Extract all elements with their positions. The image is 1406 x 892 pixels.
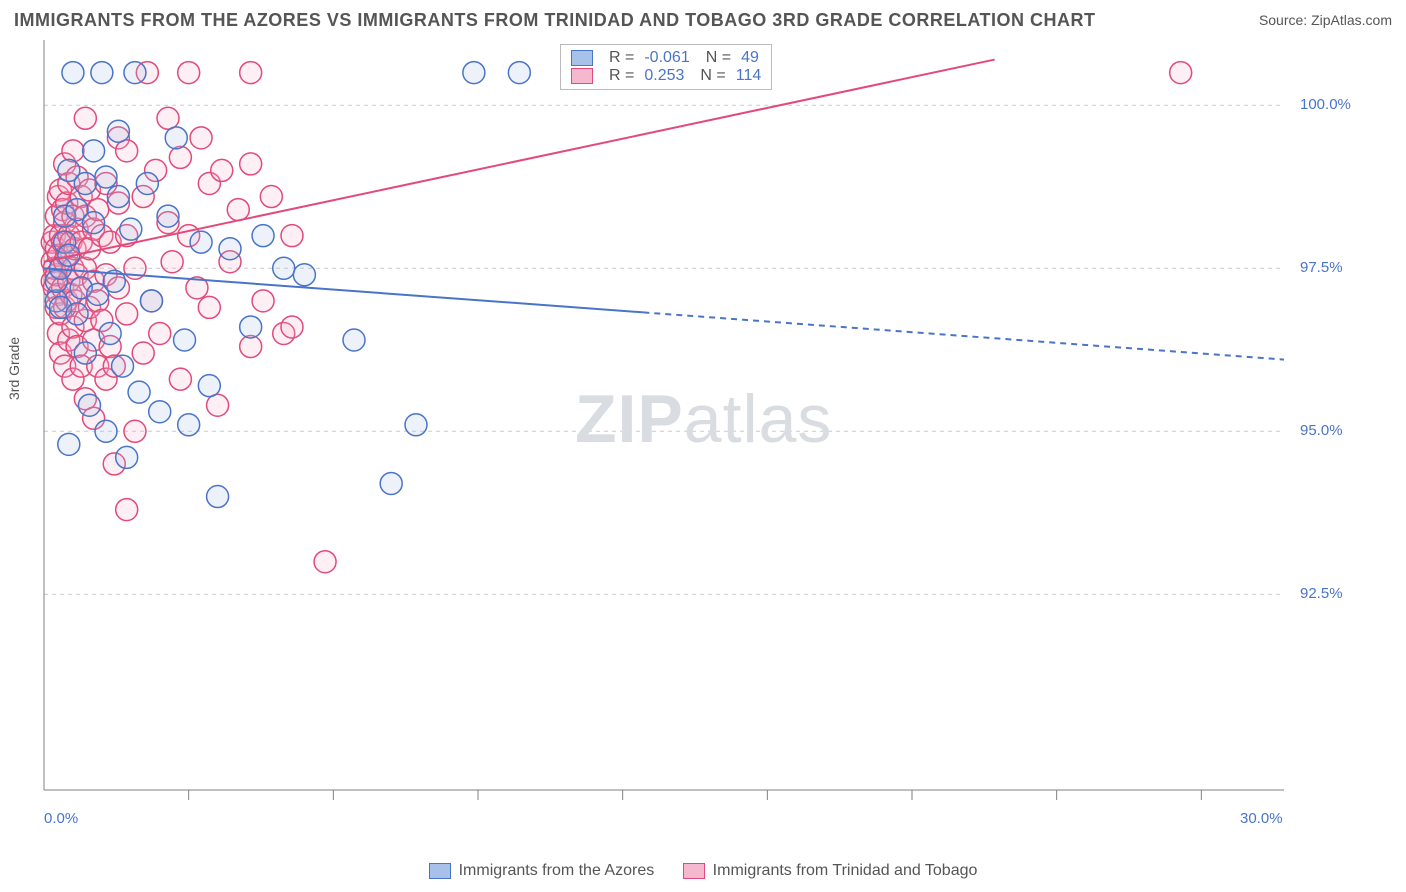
legend-statistics: R = -0.061 N = 49 R = 0.253 N = 114 [560, 44, 772, 90]
source-attribution: Source: ZipAtlas.com [1259, 12, 1392, 28]
legend-item-series-b: Immigrants from Trinidad and Tobago [683, 862, 978, 880]
r-value-series-b: 0.253 [644, 67, 684, 85]
n-label: N = [706, 49, 731, 67]
swatch-series-b [683, 863, 705, 879]
plot-svg [40, 40, 1370, 830]
y-axis-label: 3rd Grade [6, 337, 22, 400]
swatch-series-b [571, 68, 593, 84]
scatter-plot [40, 40, 1370, 830]
chart-title: IMMIGRANTS FROM THE AZORES VS IMMIGRANTS… [14, 10, 1095, 30]
y-tick-label: 95.0% [1300, 422, 1343, 439]
legend-bottom: Immigrants from the Azores Immigrants fr… [0, 862, 1406, 884]
swatch-series-a [429, 863, 451, 879]
n-value-series-b: 114 [736, 67, 762, 85]
title-bar: IMMIGRANTS FROM THE AZORES VS IMMIGRANTS… [0, 0, 1406, 40]
legend-label-series-b: Immigrants from Trinidad and Tobago [713, 862, 978, 880]
legend-label-series-a: Immigrants from the Azores [459, 862, 655, 880]
swatch-series-a [571, 50, 593, 66]
r-label: R = [609, 67, 634, 85]
legend-row-series-a: R = -0.061 N = 49 [571, 49, 761, 67]
n-value-series-a: 49 [741, 49, 759, 67]
legend-row-series-b: R = 0.253 N = 114 [571, 67, 761, 85]
legend-item-series-a: Immigrants from the Azores [429, 862, 655, 880]
y-tick-label: 92.5% [1300, 585, 1343, 602]
r-label: R = [609, 49, 634, 67]
r-value-series-a: -0.061 [644, 49, 689, 67]
y-tick-label: 97.5% [1300, 259, 1343, 276]
x-tick-label: 0.0% [44, 810, 78, 827]
y-tick-label: 100.0% [1300, 96, 1351, 113]
x-tick-label: 30.0% [1240, 810, 1283, 827]
n-label: N = [700, 67, 725, 85]
